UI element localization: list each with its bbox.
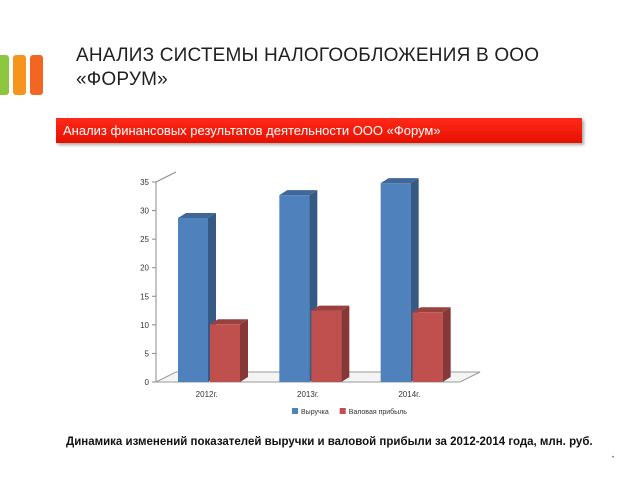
bar-top [279, 190, 318, 196]
y-tick-label: 20 [140, 264, 149, 273]
y-axis-depth [155, 171, 177, 183]
bar [178, 218, 208, 382]
bar-top [210, 319, 248, 325]
legend-label: Валовая прибыль [349, 408, 408, 416]
decor-bar-red [30, 55, 43, 95]
legend-swatch [339, 408, 346, 414]
decor-bar-green [0, 55, 9, 95]
x-tick-label: 2014г. [398, 390, 420, 399]
revenue-profit-chart: 0 5 10 15 20 25 30 35 2012г. 2013г. 2014г. Выручка В… [140, 171, 481, 416]
y-tick-label: 35 [140, 178, 149, 187]
y-tick-label: 5 [145, 349, 150, 358]
legend-label: Выручка [301, 409, 329, 416]
bar [412, 312, 443, 382]
bar [380, 183, 411, 382]
bar-top [380, 178, 419, 184]
bar-top [412, 307, 451, 313]
section-banner-text: Анализ финансовых результатов деятельнос… [63, 123, 441, 138]
y-tick-label: 0 [145, 378, 150, 387]
legend-swatch [292, 408, 298, 414]
decor-bar-orange [13, 55, 26, 95]
bar-side [442, 307, 451, 382]
slide-title-line2: «ФОРУМ» [76, 69, 168, 90]
chart-caption: Динамика изменений показателей выручки и… [66, 436, 593, 448]
bar [210, 324, 240, 382]
section-banner: Анализ финансовых результатов деятельнос… [56, 118, 582, 143]
slide-title-line1: АНАЛИЗ СИСТЕМЫ НАЛОГООБЛОЖЕНИЯ В ООО [76, 45, 540, 66]
x-tick-label: 2013г. [297, 390, 319, 399]
bar-side [240, 319, 248, 382]
x-tick-label: 2012г. [196, 390, 218, 399]
bar-top [311, 305, 350, 311]
y-tick-label: 10 [140, 321, 149, 330]
bar [311, 310, 342, 382]
y-tick-label: 30 [140, 207, 149, 216]
y-tick-label: 25 [140, 235, 149, 244]
y-tick-label: 15 [140, 292, 149, 301]
bar-side [341, 305, 350, 382]
bar [279, 195, 310, 382]
bar-top [178, 213, 216, 218]
slide-title: АНАЛИЗ СИСТЕМЫ НАЛОГООБЛОЖЕНИЯ В ООО «ФО… [76, 44, 596, 92]
page-number: • [612, 455, 615, 461]
